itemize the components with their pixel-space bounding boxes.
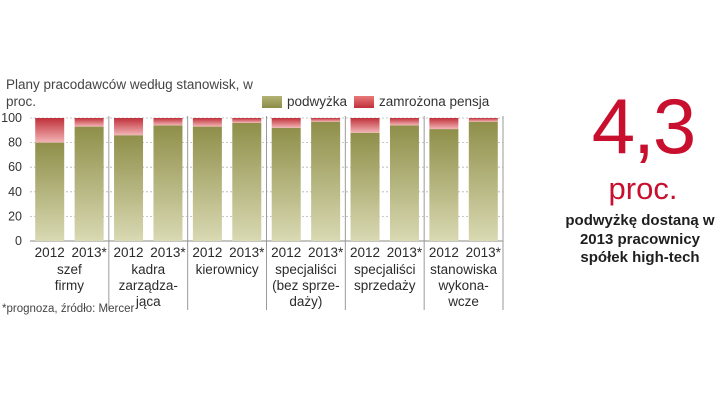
bar-raise — [74, 126, 104, 241]
x-tick-label: 2013* — [150, 245, 186, 260]
bar-frozen — [35, 118, 65, 143]
bar-raise — [114, 135, 144, 241]
bar-frozen — [192, 118, 222, 127]
x-tick-label: 2012 — [350, 245, 380, 260]
x-tick-label: 2013* — [387, 245, 423, 260]
x-tick-label: 2012 — [271, 245, 301, 260]
bar-frozen — [232, 118, 262, 123]
y-tick-label: 40 — [8, 185, 22, 199]
bar-raise — [232, 122, 262, 241]
legend-item-frozen: zamrożona pensja — [354, 94, 489, 109]
highlight-value: 4,3 — [591, 82, 696, 170]
x-tick-label: 2012 — [35, 245, 65, 260]
highlight-caption: podwyżkę dostaną w 2013 pracownicy spółe… — [565, 212, 715, 266]
category-label: jąca — [135, 294, 161, 309]
x-tick-label: 2012 — [429, 245, 459, 260]
legend-item-raise: podwyżka — [262, 94, 347, 109]
bar-raise — [271, 127, 301, 241]
y-tick-label: 0 — [15, 234, 22, 248]
bar-frozen — [468, 118, 498, 122]
bar-frozen — [389, 118, 419, 126]
category-label: wcze — [447, 294, 479, 309]
bar-frozen — [114, 118, 144, 136]
highlight-unit: proc. — [608, 171, 678, 206]
y-tick-label: 20 — [8, 209, 22, 223]
bar-raise — [192, 126, 222, 241]
bar-frozen — [350, 118, 380, 133]
y-tick-label: 100 — [1, 111, 22, 125]
bar-frozen — [429, 118, 459, 130]
chart-subtitle: Plany pracodawców według stanowisk, w pr… — [6, 77, 253, 109]
source-note: *prognoza, źródło: Mercer — [2, 303, 135, 315]
category-label: firmy — [55, 278, 84, 293]
x-tick-label: 2013* — [71, 245, 107, 260]
x-tick-label: 2012 — [192, 245, 222, 260]
category-label: (bez sprze- — [272, 278, 340, 293]
category-label: kadra — [131, 262, 165, 277]
bar-raise — [153, 125, 183, 241]
x-tick-label: 2013* — [229, 245, 265, 260]
x-tick-label: 2013* — [466, 245, 502, 260]
bar-raise — [429, 129, 459, 241]
legend-swatch-frozen — [354, 95, 374, 108]
category-label: wykona- — [437, 278, 488, 293]
category-label: zarządza- — [119, 278, 178, 293]
x-tick-label: 2012 — [114, 245, 144, 260]
bar-raise — [350, 132, 380, 241]
bar-raise — [311, 121, 341, 241]
category-label: sprzedaży — [354, 278, 416, 293]
category-label: daży) — [289, 294, 322, 309]
bar-raise — [35, 142, 65, 241]
bar-frozen — [311, 118, 341, 122]
category-label: stanowiska — [430, 262, 497, 277]
category-label: szef — [57, 262, 82, 277]
bar-frozen — [74, 118, 104, 127]
category-label: specjaliści — [275, 262, 337, 277]
legend-label-frozen: zamrożona pensja — [379, 94, 490, 109]
legend-swatch-raise — [262, 95, 282, 108]
category-label: kierownicy — [196, 262, 259, 277]
bar-raise — [468, 121, 498, 241]
y-tick-label: 60 — [8, 160, 22, 174]
category-label: specjaliści — [354, 262, 416, 277]
bar-frozen — [271, 118, 301, 128]
bar-raise — [389, 125, 419, 241]
y-tick-label: 80 — [8, 136, 22, 150]
bar-frozen — [153, 118, 183, 126]
x-tick-label: 2013* — [308, 245, 344, 260]
legend-label-raise: podwyżka — [287, 94, 348, 109]
